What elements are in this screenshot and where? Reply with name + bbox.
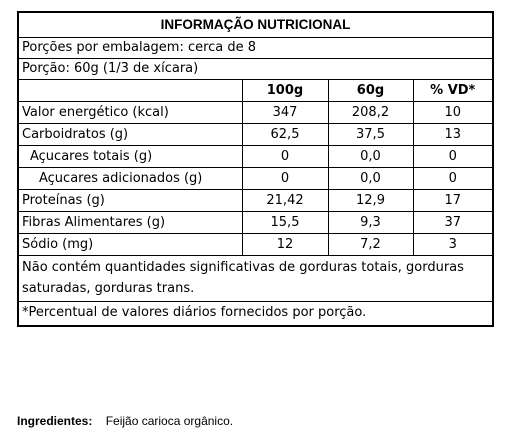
value-per-serving: 0,0 — [327, 167, 414, 190]
value-daily-percent: 13 — [412, 123, 492, 146]
table-row: Açucares adicionados (g) 0 0,0 0 — [19, 167, 492, 190]
table-row: Fibras Alimentares (g) 15,5 9,3 37 — [19, 211, 492, 234]
header-daily-value: % VD* — [412, 80, 492, 102]
value-daily-percent: 3 — [412, 233, 492, 256]
header-per-serving: 60g — [327, 80, 414, 102]
value-per-serving: 208,2 — [327, 101, 414, 124]
nutrient-name: Açucares adicionados (g) — [19, 167, 243, 190]
value-per-100g: 12 — [241, 233, 329, 256]
table-row: Proteínas (g) 21,42 12,9 17 — [19, 189, 492, 212]
nutrition-facts-label: INFORMAÇÃO NUTRICIONAL Porções por embal… — [17, 11, 494, 327]
value-daily-percent: 10 — [412, 101, 492, 124]
value-daily-percent: 0 — [412, 167, 492, 190]
value-daily-percent: 17 — [412, 189, 492, 212]
value-per-serving: 7,2 — [327, 233, 414, 256]
servings-per-package: Porções por embalagem: cerca de 8 — [19, 38, 492, 59]
nutrient-name: Proteínas (g) — [19, 189, 243, 212]
nutrient-name: Sódio (mg) — [19, 233, 243, 256]
nutrition-title: INFORMAÇÃO NUTRICIONAL — [19, 13, 492, 38]
value-per-100g: 0 — [241, 145, 329, 168]
nutrient-name: Fibras Alimentares (g) — [19, 211, 243, 234]
ingredients-text: Feijão carioca orgânico. — [105, 414, 234, 428]
table-row: Carboidratos (g) 62,5 37,5 13 — [19, 123, 492, 146]
nutrient-name: Valor energético (kcal) — [19, 101, 243, 124]
value-per-serving: 37,5 — [327, 123, 414, 146]
nutrition-table: 100g 60g % VD* Valor energético (kcal) 34… — [19, 80, 492, 256]
value-per-100g: 62,5 — [241, 123, 329, 146]
value-per-100g: 347 — [241, 101, 329, 124]
value-per-100g: 21,42 — [241, 189, 329, 212]
value-per-serving: 0,0 — [327, 145, 414, 168]
header-per-100g: 100g — [241, 80, 329, 102]
ingredients-line: Ingredientes: Feijão carioca orgânico. — [17, 414, 233, 428]
value-daily-percent: 0 — [412, 145, 492, 168]
value-per-serving: 9,3 — [327, 211, 414, 234]
table-row: Açucares totais (g) 0 0,0 0 — [19, 145, 492, 168]
note-daily-value: *Percentual de valores diários fornecido… — [22, 305, 367, 320]
nutrient-name: Carboidratos (g) — [19, 123, 243, 146]
note-insignificant: Não contém quantidades significativas de… — [19, 256, 492, 302]
table-row: Valor energético (kcal) 347 208,2 10 — [19, 101, 492, 124]
table-header-row: 100g 60g % VD* — [19, 80, 492, 102]
value-per-100g: 0 — [241, 167, 329, 190]
value-daily-percent: 37 — [412, 211, 492, 234]
value-per-100g: 15,5 — [241, 211, 329, 234]
ingredients-label: Ingredientes: — [17, 414, 93, 428]
table-row: Sódio (mg) 12 7,2 3 — [19, 233, 492, 256]
serving-size: Porção: 60g (1/3 de xícara) — [19, 59, 492, 80]
header-nutrient — [19, 80, 243, 102]
value-per-serving: 12,9 — [327, 189, 414, 212]
nutrient-name: Açucares totais (g) — [19, 145, 243, 168]
